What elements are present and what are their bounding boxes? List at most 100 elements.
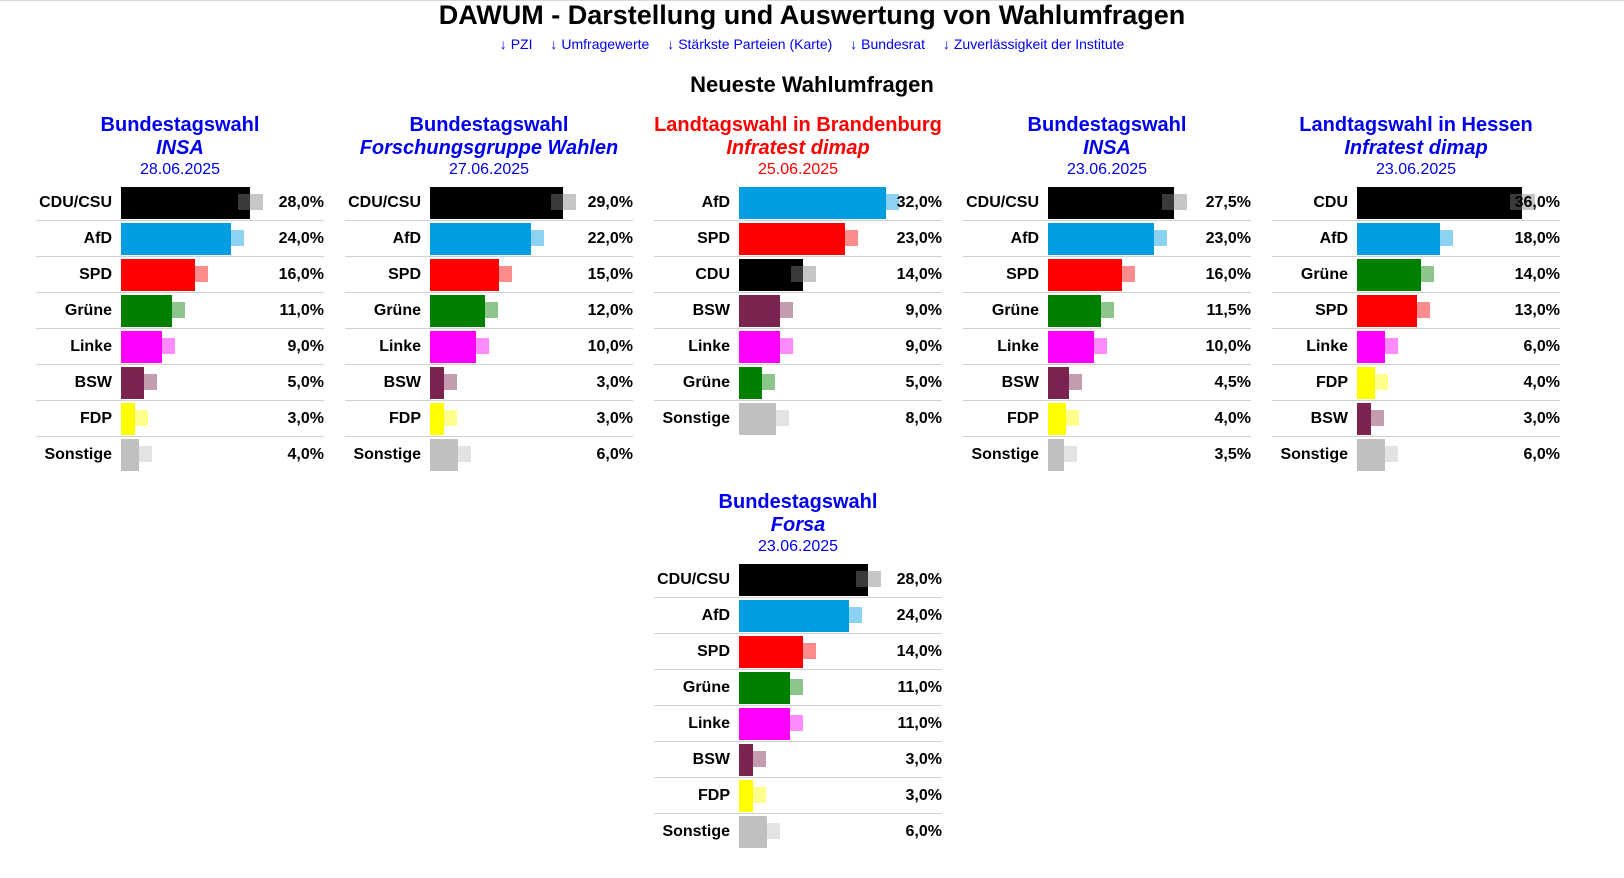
party-bar	[739, 295, 780, 327]
party-bar-trend	[1409, 266, 1434, 282]
party-row: Grüne 12,0%	[345, 292, 633, 328]
party-row: SPD 23,0%	[654, 220, 942, 256]
party-bar-trend	[778, 679, 803, 695]
party-bar	[739, 223, 845, 255]
party-row: AfD 22,0%	[345, 220, 633, 256]
party-value: 9,0%	[905, 338, 942, 355]
poll-card: Bundestagswahl INSA 28.06.2025 CDU/CSU 28,0%…	[36, 114, 324, 472]
poll-date: 27.06.2025	[448, 161, 530, 178]
party-label: Sonstige	[353, 446, 421, 463]
party-row: SPD 15,0%	[345, 256, 633, 292]
party-value: 12,0%	[587, 302, 633, 319]
party-bar-trend	[1405, 302, 1430, 318]
party-bar-trend	[1510, 194, 1535, 210]
party-value: 5,0%	[287, 374, 324, 391]
poll-header[interactable]: Bundestagswahl INSA 23.06.2025	[963, 114, 1251, 179]
party-bar-trend	[1359, 410, 1384, 426]
party-label: SPD	[1006, 266, 1039, 283]
party-label: Linke	[688, 338, 730, 355]
party-bar	[121, 295, 172, 327]
nav-link-pzi[interactable]: ↓ PZI	[500, 36, 533, 52]
party-bar	[1357, 295, 1417, 327]
party-row: Sonstige 6,0%	[345, 436, 633, 472]
poll-institute: Infratest dimap	[726, 137, 870, 159]
party-label: CDU	[695, 266, 730, 283]
arrow-down-icon: ↓	[942, 36, 950, 52]
poll-date: 23.06.2025	[1375, 161, 1457, 178]
party-row: BSW 4,5%	[963, 364, 1251, 400]
party-label: Grüne	[373, 302, 421, 319]
party-bar-trend	[768, 302, 793, 318]
nav-link-label: Bundesrat	[861, 36, 925, 52]
party-value: 16,0%	[1205, 266, 1251, 283]
poll-header[interactable]: Landtagswahl in Hessen Infratest dimap 23.…	[1272, 114, 1560, 179]
party-row: AfD 18,0%	[1272, 220, 1560, 256]
top-divider	[0, 0, 1624, 1]
party-value: 3,5%	[1214, 446, 1251, 463]
poll-election-title: Bundestagswahl	[1027, 114, 1187, 136]
party-value: 18,0%	[1514, 230, 1560, 247]
party-bar-trend	[750, 374, 775, 390]
poll-header[interactable]: Bundestagswahl Forschungsgruppe Wahlen 27.…	[345, 114, 633, 179]
party-bar	[739, 403, 776, 435]
party-bar	[430, 223, 531, 255]
party-bar-trend	[791, 266, 816, 282]
nav-link-umfragewerte[interactable]: ↓ Umfragewerte	[550, 36, 649, 52]
party-bar	[1048, 403, 1066, 435]
party-bar-trend	[1363, 374, 1388, 390]
party-bar-trend	[1082, 338, 1107, 354]
poll-card: Landtagswahl in Brandenburg Infratest dim…	[654, 114, 942, 436]
party-label: Grüne	[64, 302, 112, 319]
nav-link-zuverlaessigkeit[interactable]: ↓ Zuverlässigkeit der Institute	[943, 36, 1124, 52]
party-value: 32,0%	[896, 194, 942, 211]
nav-link-label: Umfragewerte	[561, 36, 650, 52]
party-bar	[1357, 223, 1440, 255]
party-label: CDU	[1313, 194, 1348, 211]
party-value: 10,0%	[587, 338, 633, 355]
arrow-down-icon: ↓	[850, 36, 858, 52]
poll-header[interactable]: Bundestagswahl INSA 28.06.2025	[36, 114, 324, 179]
party-bar-trend	[1052, 446, 1077, 462]
party-row: AfD 23,0%	[963, 220, 1251, 256]
party-row: Linke 9,0%	[654, 328, 942, 364]
party-bar-trend	[432, 410, 457, 426]
party-value: 3,0%	[905, 751, 942, 768]
party-label: AfD	[392, 230, 421, 247]
poll-header[interactable]: Landtagswahl in Brandenburg Infratest dim…	[654, 114, 942, 179]
party-bar	[739, 600, 849, 632]
party-bar-trend	[150, 338, 175, 354]
party-value: 14,0%	[896, 643, 942, 660]
party-value: 3,0%	[905, 787, 942, 804]
party-value: 16,0%	[278, 266, 324, 283]
party-bar-trend	[874, 194, 899, 210]
party-label: Linke	[379, 338, 421, 355]
party-value: 23,0%	[1205, 230, 1251, 247]
party-bar-trend	[764, 410, 789, 426]
party-row: Grüne 14,0%	[1272, 256, 1560, 292]
party-bar-trend	[473, 302, 498, 318]
party-label: FDP	[1316, 374, 1348, 391]
party-row: FDP 3,0%	[36, 400, 324, 436]
party-value: 28,0%	[896, 571, 942, 588]
party-value: 36,0%	[1514, 194, 1560, 211]
party-row: BSW 3,0%	[345, 364, 633, 400]
party-bar	[739, 564, 868, 596]
party-bar	[739, 816, 767, 848]
party-bar-trend	[464, 338, 489, 354]
party-label: AfD	[1319, 230, 1348, 247]
party-label: BSW	[1001, 374, 1039, 391]
poll-institute: INSA	[156, 137, 204, 159]
poll-card: Bundestagswahl Forschungsgruppe Wahlen 27.…	[345, 114, 633, 472]
poll-header[interactable]: Bundestagswahl Forsa 23.06.2025	[654, 491, 942, 556]
party-bar	[739, 780, 753, 812]
party-value: 6,0%	[1523, 446, 1560, 463]
nav-links: ↓ PZI ↓ Umfragewerte ↓ Stärkste Parteien (K…	[0, 35, 1624, 53]
party-bar	[1048, 223, 1154, 255]
party-label: AfD	[83, 230, 112, 247]
party-value: 4,5%	[1214, 374, 1251, 391]
party-bar-trend	[127, 446, 152, 462]
nav-link-bundesrat[interactable]: ↓ Bundesrat	[850, 36, 925, 52]
party-label: BSW	[74, 374, 112, 391]
nav-link-staerkste-parteien[interactable]: ↓ Stärkste Parteien (Karte)	[667, 36, 832, 52]
party-bar-trend	[741, 751, 766, 767]
